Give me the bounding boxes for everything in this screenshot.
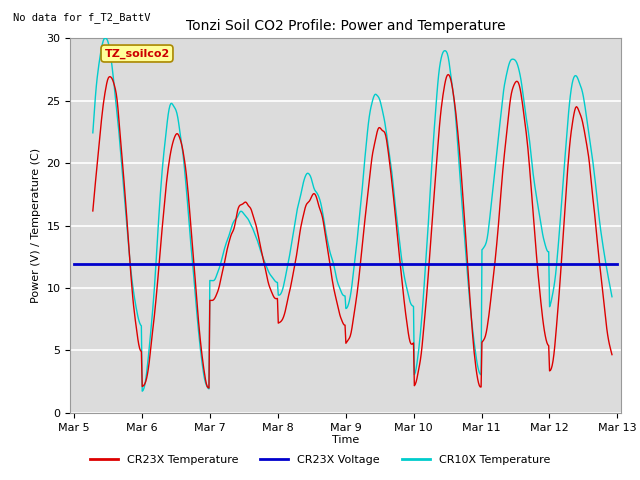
Title: Tonzi Soil CO2 Profile: Power and Temperature: Tonzi Soil CO2 Profile: Power and Temper… (186, 19, 506, 33)
Text: TZ_soilco2: TZ_soilco2 (104, 48, 170, 59)
Y-axis label: Power (V) / Temperature (C): Power (V) / Temperature (C) (31, 148, 41, 303)
Text: No data for f_T2_BattV: No data for f_T2_BattV (13, 12, 150, 23)
Legend: CR23X Temperature, CR23X Voltage, CR10X Temperature: CR23X Temperature, CR23X Voltage, CR10X … (86, 451, 554, 469)
X-axis label: Time: Time (332, 435, 359, 445)
